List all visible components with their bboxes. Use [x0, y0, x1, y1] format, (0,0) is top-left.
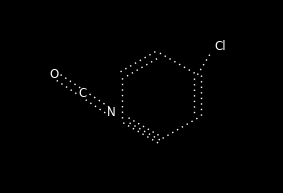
Text: Cl: Cl [215, 40, 226, 53]
Text: C: C [78, 87, 87, 100]
Text: O: O [49, 68, 58, 81]
Text: N: N [107, 106, 116, 119]
